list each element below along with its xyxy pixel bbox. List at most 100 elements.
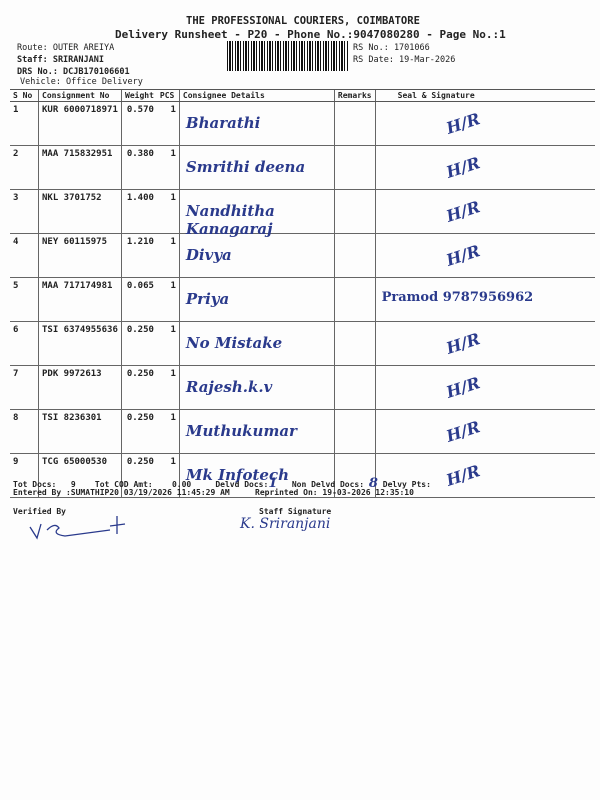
entered-by: Entered By :SUMATHIP20 03/19/2026 11:45:… (13, 488, 230, 497)
cod-amount: 0.00 (171, 480, 192, 489)
pcs: 1 (156, 409, 180, 454)
consignee-details: No Mistake (178, 321, 335, 366)
col-weight: Weight (120, 89, 157, 102)
totals-line: Tot Docs: 9 Tot COD Amt: 0.00 Delvd Docs… (13, 476, 431, 491)
remarks (333, 409, 376, 454)
tot-docs-label: Tot Docs: (13, 480, 57, 489)
sno: 6 (10, 321, 39, 366)
consignment-no: TSI 8236301 (38, 409, 122, 454)
consignee-details: Smrithi deena (178, 145, 335, 190)
staff: Staff: SRIRANJANI (17, 55, 104, 65)
sno: 8 (10, 409, 39, 454)
table-row: 5 MAA 717174981 0.065 1 Priya Pramod 97879569… (10, 277, 595, 322)
staff-signature-label: Staff Signature (259, 507, 332, 516)
barcode (227, 41, 349, 71)
route: Route: OUTER AREIYA (17, 43, 115, 53)
table-row: 3 NKL 3701752 1.400 1 Nandhitha Kanagaraj H/R (10, 189, 595, 238)
col-consignment: Consignment No (38, 89, 122, 102)
seal-signature: H/R (374, 233, 595, 278)
seal-signature: H/R (374, 145, 595, 190)
weight: 0.570 (120, 101, 157, 146)
seal-text: H/R (443, 109, 482, 138)
rs-no: RS No.: 1701066 (353, 43, 430, 53)
seal-signature: H/R (374, 321, 595, 366)
pcs: 1 (156, 453, 180, 498)
remarks (333, 453, 376, 498)
consignment-no: MAA 717174981 (38, 277, 122, 322)
col-pcs: PCS (156, 89, 180, 102)
pcs: 1 (156, 145, 180, 190)
delvd-count: 1 (268, 476, 278, 491)
vehicle: Vehicle: Office Delivery (20, 77, 143, 87)
consignment-no: NEY 60115975 (38, 233, 122, 278)
col-consignee: Consignee Details (178, 89, 335, 102)
seal-text: H/R (443, 373, 482, 402)
col-seal: Seal & Signature (374, 89, 595, 102)
non-delvd-label: Non Delvd Docs: (291, 480, 365, 489)
weight: 0.065 (120, 277, 157, 322)
seal-text: H/R (443, 461, 482, 490)
weight: 0.250 (120, 453, 157, 498)
consignee-signature: No Mistake (185, 334, 283, 352)
pcs: 1 (156, 277, 180, 322)
staff-signature: K. Sriranjani (240, 516, 331, 532)
consignment-no: KUR 6000718971 (38, 101, 122, 146)
remarks (333, 365, 376, 410)
consignee-details: Divya (178, 233, 335, 278)
consignee-signature: Divya (185, 246, 232, 264)
pcs: 1 (156, 233, 180, 278)
remarks (333, 101, 376, 146)
sno: 9 (10, 453, 39, 498)
sno: 1 (10, 101, 39, 146)
consignee-details: Bharathi (178, 101, 335, 146)
pcs: 1 (156, 365, 180, 410)
consignee-details: Rajesh.k.v (178, 365, 335, 410)
weight: 0.250 (120, 409, 157, 454)
non-delvd-count: 8 (368, 476, 378, 491)
col-sno: S No (10, 89, 39, 102)
company-name: THE PROFESSIONAL COURIERS, COIMBATORE (186, 15, 420, 27)
consignee-signature: Mk Infotech (185, 466, 290, 484)
seal-signature: H/R (374, 189, 595, 234)
seal-signature: H/R (374, 453, 595, 498)
remarks (333, 189, 376, 234)
seal-text: H/R (443, 329, 482, 358)
table-row: 7 PDK 9972613 0.250 1 Rajesh.k.v H/R (10, 365, 595, 410)
weight: 1.400 (120, 189, 157, 234)
consignee-signature: Muthukumar (185, 422, 297, 440)
seal-signature: H/R (374, 101, 595, 146)
consignee-signature: Smrithi deena (185, 158, 306, 176)
delvd-label: Delvd Docs: (215, 480, 269, 489)
verified-signature (29, 516, 126, 540)
tot-docs: 9 (70, 480, 76, 489)
sno: 4 (10, 233, 39, 278)
reprinted-on: Reprinted On: 19-03-2026 12:35:10 (255, 488, 414, 497)
seal-text: H/R (443, 197, 482, 226)
sno: 5 (10, 277, 39, 322)
verified-by-label: Verified By (13, 507, 66, 516)
consignee-signature: Rajesh.k.v (185, 378, 273, 396)
table-row: 1 KUR 6000718971 0.570 1 Bharathi H/R (10, 101, 595, 146)
consignment-no: TCG 65000530 (38, 453, 122, 498)
seal-text: Pramod 9787956962 (381, 290, 534, 305)
consignee-details: Muthukumar (178, 409, 335, 454)
table-row: 9 TCG 65000530 0.250 1 Mk Infotech H/R (10, 453, 595, 498)
pcs: 1 (156, 321, 180, 366)
cod-label: Tot COD Amt: (94, 480, 153, 489)
table-row: 8 TSI 8236301 0.250 1 Muthukumar H/R (10, 409, 595, 454)
col-remarks: Remarks (333, 89, 376, 102)
remarks (333, 321, 376, 366)
delivery-table: S No Consignment No Weight PCS Consignee… (10, 89, 595, 498)
consignee-signature: Priya (185, 290, 230, 308)
seal-text: H/R (443, 417, 482, 446)
sno: 3 (10, 189, 39, 234)
seal-signature: Pramod 9787956962 (374, 277, 595, 322)
weight: 0.250 (120, 365, 157, 410)
runsheet-title: Delivery Runsheet - P20 - Phone No.:9047… (115, 28, 506, 41)
remarks (333, 233, 376, 278)
pcs: 1 (156, 189, 180, 234)
sno: 2 (10, 145, 39, 190)
weight: 1.210 (120, 233, 157, 278)
weight: 0.250 (120, 321, 157, 366)
